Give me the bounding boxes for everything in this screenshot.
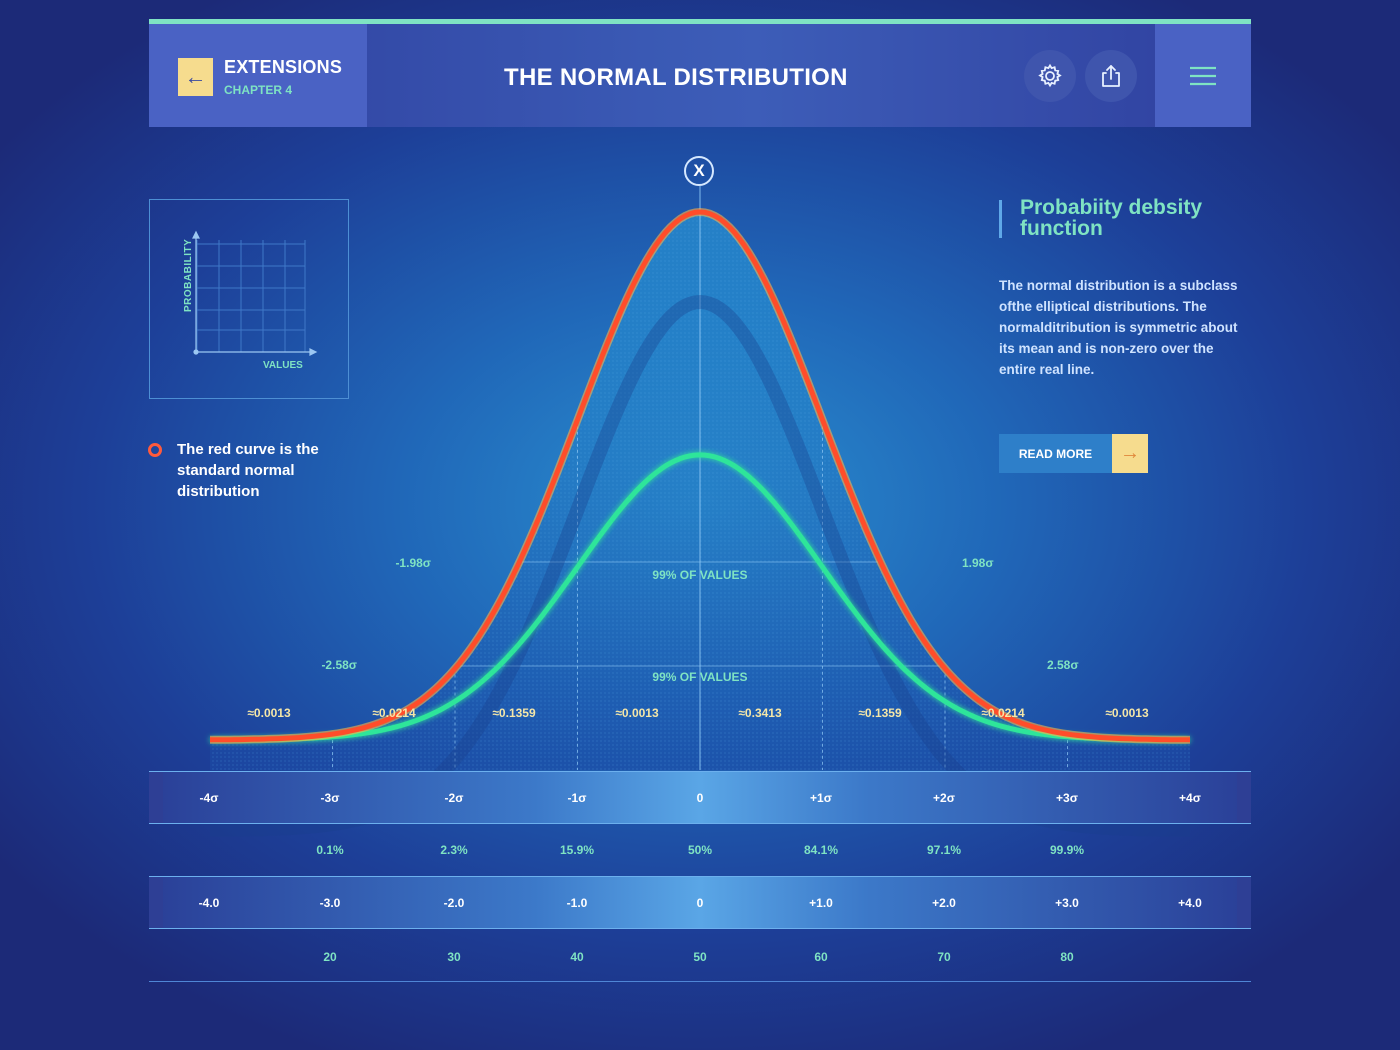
table-cell: -3σ <box>320 791 340 805</box>
table-cell: +2σ <box>933 791 955 805</box>
table-cell: 40 <box>570 950 584 964</box>
red-curve <box>210 209 1190 743</box>
table-cell: 0 <box>696 896 704 910</box>
axes-thumbnail <box>149 199 349 399</box>
read-more-label: READ MORE <box>999 434 1112 473</box>
table-cell: -3.0 <box>319 896 341 910</box>
top-accent-line <box>149 19 1251 24</box>
mini-x-label: VALUES <box>263 360 303 371</box>
sigma-label: -2.58σ <box>321 658 357 672</box>
back-button[interactable]: ← <box>178 58 213 96</box>
table-cell: -1σ <box>567 791 587 805</box>
segment-label: ≈0.0214 <box>372 706 416 720</box>
table-cell: 30 <box>447 950 461 964</box>
segment-label: ≈0.1359 <box>858 706 902 720</box>
info-accent-bar <box>999 200 1002 238</box>
table-cell: 0.1% <box>316 843 344 857</box>
legend-marker <box>148 443 162 457</box>
table-cell: 84.1% <box>803 843 839 857</box>
table-cell: 15.9% <box>559 843 595 857</box>
grid-icon <box>192 230 318 356</box>
table-cell: -1.0 <box>566 896 588 910</box>
table-cell: +4.0 <box>1178 896 1202 910</box>
table-cell: +4σ <box>1179 791 1201 805</box>
score-row: 20 30 40 50 60 70 80 <box>149 928 1251 982</box>
table-cell: 80 <box>1060 950 1074 964</box>
arrow-left-icon: ← <box>184 64 207 89</box>
band-label: 99% OF VALUES <box>652 568 747 582</box>
settings-button[interactable] <box>1024 50 1076 102</box>
read-more-button[interactable]: READ MORE → <box>999 434 1149 473</box>
segment-label: ≈0.0214 <box>981 706 1025 720</box>
green-curve <box>210 452 1190 743</box>
table-cell: 60 <box>814 950 828 964</box>
table-cell: 50 <box>693 950 707 964</box>
segment-label: ≈0.3413 <box>738 706 782 720</box>
mean-marker: X <box>684 156 714 186</box>
table-cell: +3σ <box>1056 791 1078 805</box>
z-row: -4.0 -3.0 -2.0 -1.0 0 +1.0 +2.0 +3.0 +4.0 <box>149 876 1251 929</box>
legend-text: The red curve is the standard normal dis… <box>177 441 319 500</box>
table-cell: +1.0 <box>809 896 833 910</box>
menu-button[interactable] <box>1155 24 1251 127</box>
page-title: THE NORMAL DISTRIBUTION <box>504 64 848 91</box>
sigma-label: 1.98σ <box>962 556 994 570</box>
table-cell: 0 <box>696 791 704 805</box>
sigma-label: -1.98σ <box>395 556 431 570</box>
share-icon <box>1102 65 1120 87</box>
table-cell: -2.0 <box>443 896 465 910</box>
menu-icon <box>1190 66 1216 85</box>
table-cell: -2σ <box>444 791 464 805</box>
segment-label: ≈0.0013 <box>247 706 291 720</box>
section-title: EXTENSIONS <box>224 57 343 77</box>
share-button[interactable] <box>1085 50 1137 102</box>
gear-icon <box>1038 63 1062 88</box>
table-cell: 2.3% <box>440 843 468 857</box>
segment-label: ≈0.0013 <box>1105 706 1149 720</box>
sigma-label: 2.58σ <box>1047 658 1079 672</box>
table-cell: 97.1% <box>926 843 962 857</box>
table-cell: +3.0 <box>1055 896 1079 910</box>
header-bar: ← EXTENSIONS CHAPTER 4 THE NORMAL DISTRI… <box>149 24 1251 127</box>
table-cell: -4.0 <box>198 896 220 910</box>
table-cell: 70 <box>937 950 951 964</box>
percent-row: 0.1% 2.3% 15.9% 50% 84.1% 97.1% 99.9% <box>149 823 1251 877</box>
info-body: The normal distribution is a subclass of… <box>999 278 1238 377</box>
chapter-label: CHAPTER 4 <box>224 83 293 97</box>
table-cell: +2.0 <box>932 896 956 910</box>
segment-label: ≈0.1359 <box>492 706 536 720</box>
band-label: 99% OF VALUES <box>652 670 747 684</box>
info-title: Probabiity debsity function <box>1020 196 1203 240</box>
table-cell: 20 <box>323 950 337 964</box>
table-cell: -4σ <box>199 791 219 805</box>
table-cell: +1σ <box>810 791 832 805</box>
table-cell: 99.9% <box>1049 843 1085 857</box>
sigma-row: -4σ -3σ -2σ -1σ 0 +1σ +2σ +3σ +4σ <box>149 771 1251 824</box>
chapter-nav: ← EXTENSIONS CHAPTER 4 <box>149 24 367 127</box>
arrow-right-icon: → <box>1112 434 1148 473</box>
segment-label: ≈0.0013 <box>615 706 659 720</box>
table-cell: 50% <box>687 843 713 857</box>
